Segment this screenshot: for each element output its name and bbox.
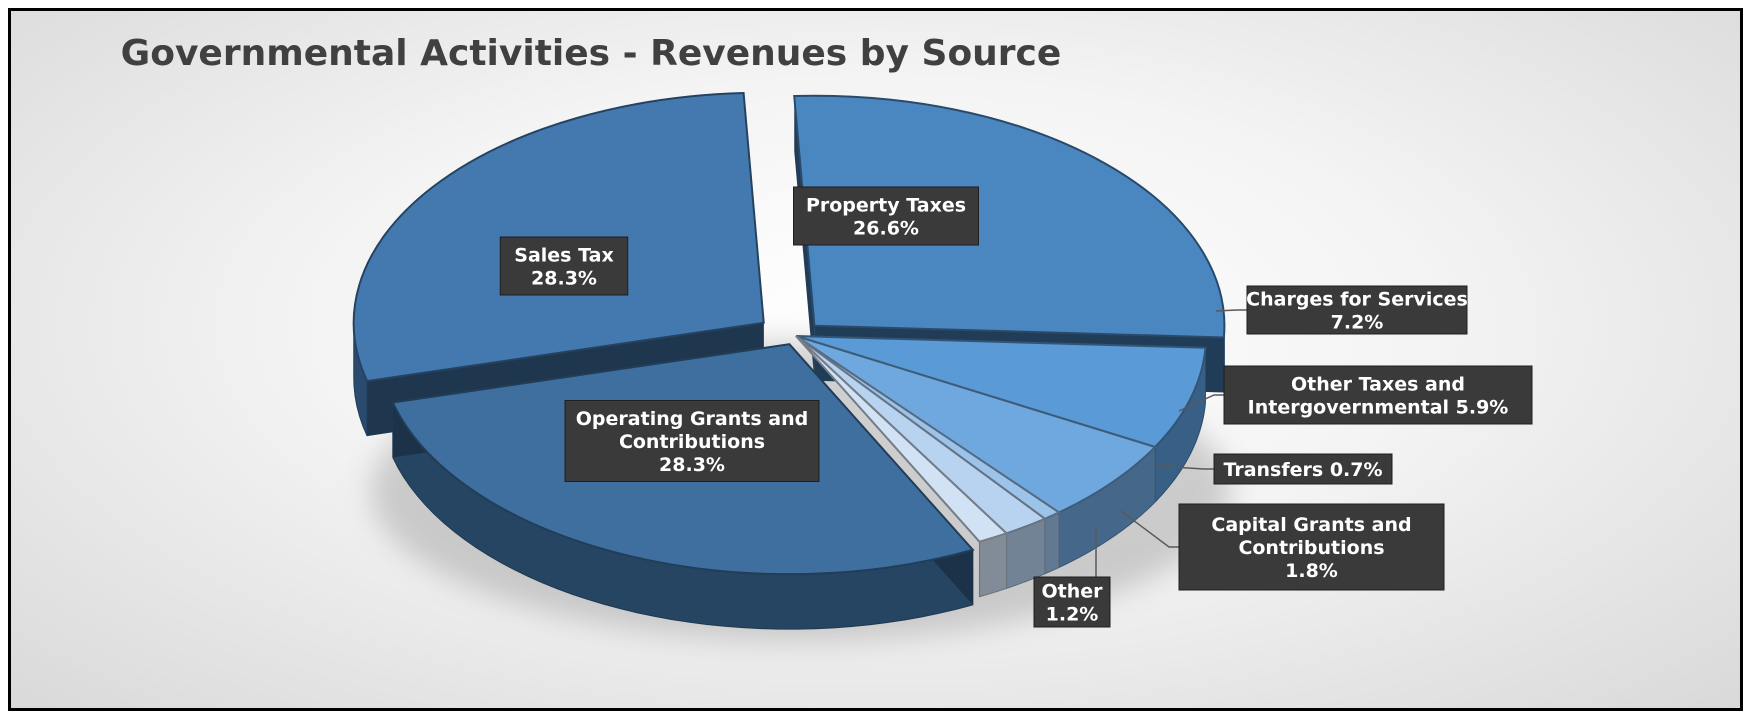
label-box: [1213, 453, 1393, 485]
label-text: 28.3%: [659, 454, 725, 476]
label-text: Contributions: [1238, 537, 1384, 559]
slice-label-transfers: Transfers 0.7%: [1213, 453, 1393, 485]
label-box: [1246, 285, 1468, 335]
label-text: 1.8%: [1285, 560, 1338, 582]
chart-title: Governmental Activities - Revenues by So…: [120, 33, 1062, 74]
label-text: Property Taxes: [806, 195, 966, 217]
slice-side-5: [978, 532, 1008, 598]
label-box: [1033, 576, 1111, 628]
label-leader-1: [1215, 309, 1247, 312]
label-text: Charges for Services: [1246, 289, 1468, 311]
pie-slice-other: [795, 335, 1009, 543]
pie-slice-other-taxes-and-intergovernmental: [795, 335, 1157, 514]
label-text: Other Taxes and: [1291, 374, 1465, 396]
label-leaders: [1095, 309, 1247, 577]
pie-slice-property-taxes: [793, 94, 1226, 339]
label-leader-2: [1178, 394, 1224, 412]
label-text: Transfers 0.7%: [1223, 459, 1382, 481]
label-box: [1223, 365, 1533, 425]
slice-side-3: [1044, 511, 1060, 575]
label-text: Sales Tax: [514, 245, 613, 267]
label-text: 7.2%: [1331, 312, 1384, 334]
label-box: [1178, 503, 1445, 591]
label-text: Contributions: [619, 431, 765, 453]
label-text: Other: [1041, 581, 1103, 603]
label-text: 28.3%: [531, 268, 597, 290]
label-text: 1.2%: [1046, 604, 1099, 626]
label-box: [499, 236, 629, 296]
label-text: Operating Grants and: [576, 408, 808, 430]
label-box: [793, 186, 979, 246]
label-text: 26.6%: [853, 218, 919, 240]
pie-tops: [352, 91, 1226, 576]
label-box: [564, 400, 820, 482]
chart-frame: Governmental Activities - Revenues by So…: [8, 8, 1743, 711]
pie-slice-charges-for-services: [795, 335, 1207, 449]
label-text: Intergovernmental 5.9%: [1248, 397, 1509, 419]
label-text: Capital Grants and: [1211, 514, 1411, 536]
label-leader-4: [1120, 510, 1179, 548]
label-leader-3: [1155, 465, 1214, 470]
